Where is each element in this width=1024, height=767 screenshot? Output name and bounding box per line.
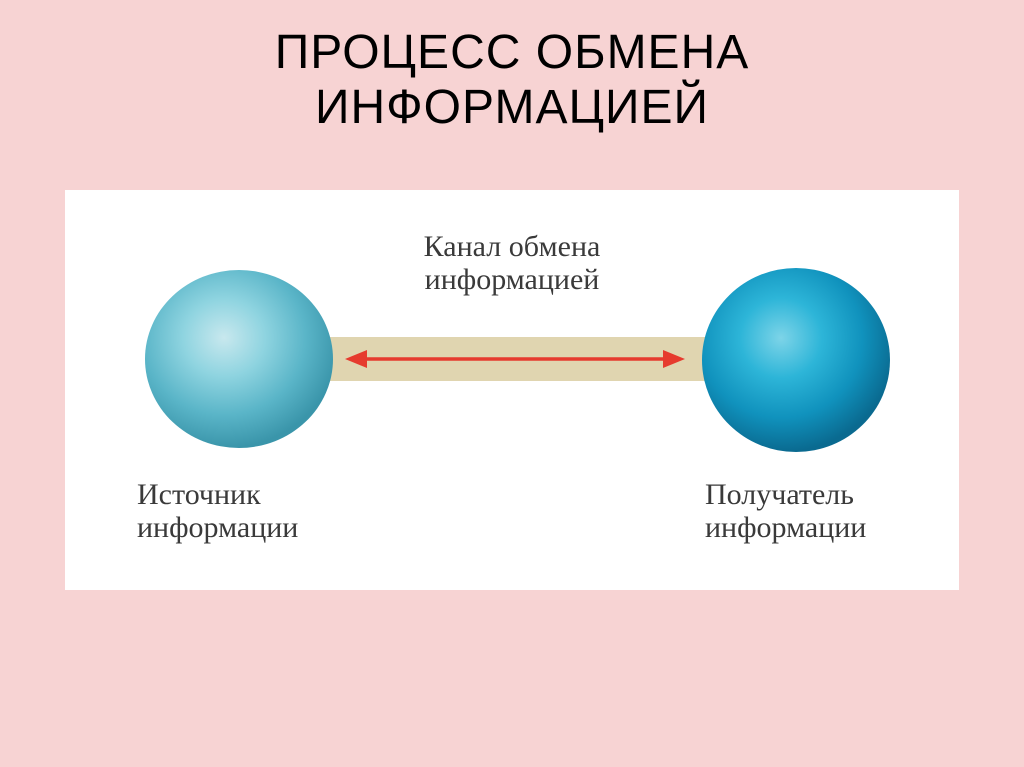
source-label-line-2: информации (137, 511, 298, 544)
title-line-1: ПРОЦЕСС ОБМЕНА (275, 26, 750, 79)
channel-label: Канал обмена информацией (424, 230, 601, 296)
channel-label-line-1: Канал обмена (424, 230, 601, 263)
source-sphere (143, 268, 335, 450)
channel-label-line-2: информацией (425, 263, 600, 296)
title-line-2: ИНФОРМАЦИЕЙ (315, 81, 709, 134)
bidirectional-arrow-icon (345, 344, 685, 374)
diagram-panel: Канал обмена информацией (65, 190, 959, 590)
source-label-line-1: Источник (137, 478, 261, 511)
receiver-label: Получатель информации (705, 478, 866, 544)
source-label: Источник информации (137, 478, 298, 544)
receiver-label-line-1: Получатель (705, 478, 854, 511)
page-title: ПРОЦЕСС ОБМЕНА ИНФОРМАЦИЕЙ (0, 0, 1024, 135)
receiver-sphere (700, 266, 892, 454)
receiver-label-line-2: информации (705, 511, 866, 544)
